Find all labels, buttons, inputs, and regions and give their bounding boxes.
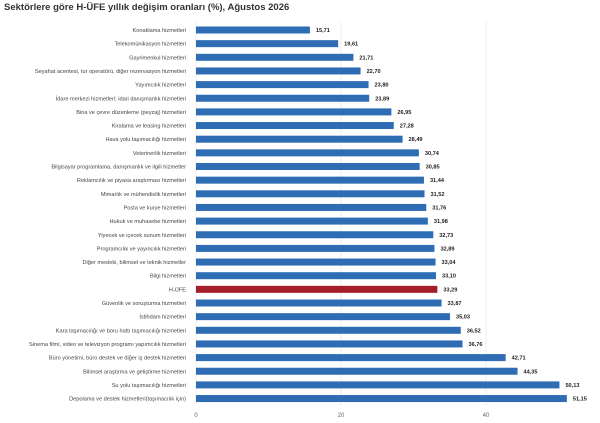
category-label: H-ÜFE [169, 286, 186, 293]
value-label: 31,76 [432, 205, 446, 211]
chart-title: Sektörlere göre H-ÜFE yıllık değişim ora… [4, 2, 290, 13]
value-label: 27,28 [400, 124, 414, 130]
category-label: Mimarlık ve mühendislik hizmetleri [101, 192, 186, 198]
category-label: Depolama ve destek hizmetleri(taşımacılı… [69, 397, 186, 403]
bar [196, 81, 369, 89]
bar [196, 340, 463, 348]
value-label: 26,95 [397, 110, 411, 116]
category-label: Yiyecek ve içecek sunum hizmetleri [98, 233, 186, 239]
value-label: 31,44 [430, 178, 445, 184]
category-label: Programcılık ve yayıncılık hizmetleri [97, 246, 186, 252]
value-label: 31,98 [434, 219, 448, 225]
value-label: 44,35 [524, 369, 538, 375]
value-label: 33,10 [442, 274, 456, 280]
value-label: 22,70 [367, 69, 381, 75]
bar [196, 313, 450, 321]
value-label: 50,13 [565, 383, 579, 389]
value-label: 36,76 [469, 342, 483, 348]
bar [196, 53, 354, 61]
bar [196, 244, 435, 252]
value-label: 33,29 [443, 287, 457, 293]
bar [196, 163, 420, 170]
bar [196, 217, 428, 225]
category-label: Sinema filmi, video ve televizyon progra… [29, 342, 186, 348]
category-label: Reklamcılık ve piyasa araştırması hizmet… [77, 178, 186, 184]
value-label: 21,71 [359, 55, 373, 61]
value-label: 23,89 [375, 96, 389, 102]
bar [196, 149, 419, 157]
x-tick-label: 20 [338, 413, 345, 419]
bar [196, 203, 427, 211]
bar [196, 326, 461, 334]
value-label: 28,49 [409, 137, 423, 143]
category-label: Su yolu taşımacılığı hizmetleri [112, 383, 186, 389]
value-label: 19,61 [344, 42, 358, 48]
category-label: Veterinerlik hizmetleri [133, 151, 186, 157]
value-label: 35,03 [456, 315, 470, 321]
category-label: Seyahat acentesi, tur operatörü, diğer r… [35, 69, 186, 75]
x-tick-label: 40 [483, 413, 490, 419]
bar [196, 381, 560, 389]
value-label: 36,52 [467, 328, 481, 334]
bar [196, 176, 424, 184]
bar [196, 135, 403, 143]
category-label: Yayımcılık hizmetleri [135, 83, 186, 89]
bar [196, 354, 506, 362]
category-label: Hava yolu taşımacılığı hizmetleri [105, 137, 186, 143]
category-label: İdare merkezi hizmetleri; idari danışman… [56, 95, 186, 102]
bar [196, 258, 436, 266]
bar [196, 367, 518, 375]
category-label: Bina ve çevre düzenleme (peyzaj) hizmetl… [76, 110, 186, 116]
category-label: Büro yönetimi, büro destek ve diğer iş d… [49, 356, 186, 362]
category-label: Bilgisayar programlama, danışmanlık ve i… [51, 165, 186, 171]
value-label: 33,87 [448, 301, 462, 307]
category-label: Hukuk ve muhasebe hizmetleri [110, 219, 186, 225]
value-label: 31,52 [431, 192, 445, 198]
value-label: 42,71 [512, 356, 526, 362]
value-label: 30,85 [426, 165, 440, 171]
bar [196, 94, 370, 102]
bar [196, 190, 425, 198]
bar [196, 26, 310, 34]
bar [196, 122, 394, 130]
bar [196, 299, 442, 307]
category-label: Bilgi hizmetleri [150, 274, 186, 280]
category-label: Kiralama ve leasing hizmetleri [112, 124, 186, 130]
value-label: 32,89 [440, 246, 454, 252]
category-label: Gayrimenkul hizmetleri [129, 55, 186, 61]
value-label: 32,73 [439, 233, 453, 239]
category-label: Güvenlik ve soruşturma hizmetleri [102, 301, 186, 307]
value-label: 23,80 [375, 83, 389, 89]
category-label: Posta ve kurye hizmetleri [124, 205, 187, 211]
category-label: Bilimsel araştırma ve geliştirme hizmetl… [83, 369, 186, 375]
x-tick-label: 0 [194, 413, 198, 419]
bar [196, 272, 436, 280]
value-label: 33,04 [442, 260, 457, 266]
bar [196, 108, 392, 116]
category-label: Kara taşımacılığı ve boru hattı taşımacı… [56, 328, 186, 334]
value-label: 51,15 [573, 397, 587, 403]
category-label: Telekomünikasyon hizmetleri [114, 42, 186, 48]
category-label: İstihdam hizmetleri [139, 314, 186, 321]
bar [196, 231, 434, 239]
value-label: 15,71 [316, 28, 330, 34]
category-label: Konaklama hizmetleri [133, 28, 186, 34]
value-label: 30,74 [425, 151, 440, 157]
bar [196, 40, 339, 48]
highlight-bar [196, 285, 438, 293]
bar [196, 67, 361, 75]
category-label: Diğer mesleki, bilimsel ve teknik hizmet… [82, 260, 186, 266]
bar [196, 395, 567, 403]
